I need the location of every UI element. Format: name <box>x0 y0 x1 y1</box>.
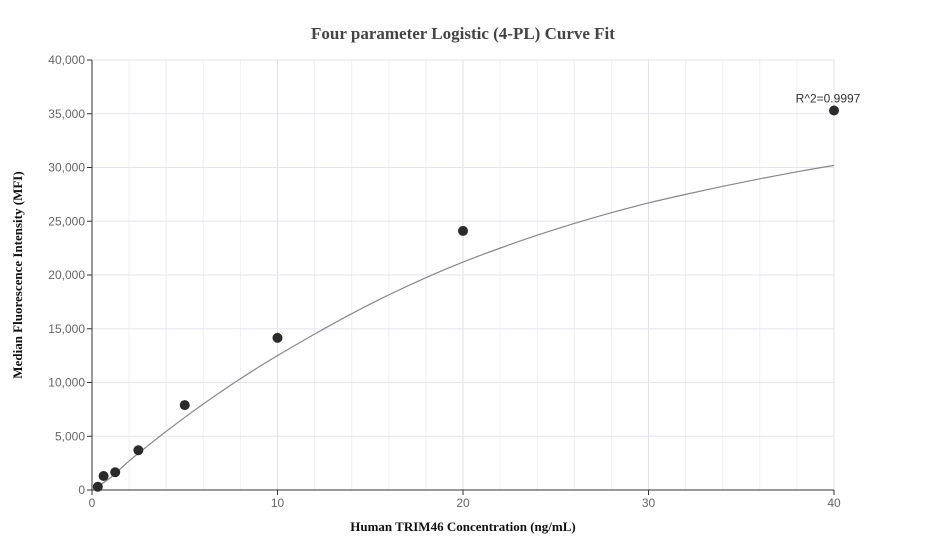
tick-labels: 0 5,000 10,000 15,000 20,000 25,000 30,000 35,0… <box>48 53 841 510</box>
data-point <box>458 225 468 236</box>
y-tick-label: 35,000 <box>48 107 85 121</box>
x-tick-label: 40 <box>827 496 841 510</box>
x-tick-label: 10 <box>271 496 285 510</box>
r-squared-annotation: R^2=0.9997 <box>796 92 861 106</box>
data-points <box>92 105 839 492</box>
data-point <box>110 467 121 478</box>
data-point <box>179 400 190 411</box>
data-point <box>829 105 839 116</box>
x-axis-title: Human TRIM46 Concentration (ng/mL) <box>350 519 575 534</box>
fit-curve <box>97 164 835 487</box>
data-point <box>272 332 283 343</box>
y-tick-label: 10,000 <box>48 376 85 390</box>
grid <box>91 59 835 491</box>
x-tick-label: 20 <box>456 496 470 510</box>
x-tick-label: 0 <box>89 496 96 510</box>
data-point <box>98 471 109 482</box>
data-point <box>133 445 144 456</box>
x-tick-label: 30 <box>642 496 656 510</box>
y-tick-label: 5,000 <box>55 429 85 443</box>
axes <box>87 59 835 495</box>
y-tick-label: 15,000 <box>48 322 85 336</box>
y-tick-label: 40,000 <box>48 53 85 67</box>
y-tick-label: 30,000 <box>48 161 85 175</box>
chart-title: Four parameter Logistic (4-PL) Curve Fit <box>311 24 615 43</box>
y-tick-label: 0 <box>78 483 85 497</box>
y-axis-title: Median Fluorescence Intensity (MFI) <box>10 171 25 378</box>
y-tick-label: 20,000 <box>48 268 85 282</box>
data-point <box>92 481 103 492</box>
y-tick-label: 25,000 <box>48 214 85 228</box>
